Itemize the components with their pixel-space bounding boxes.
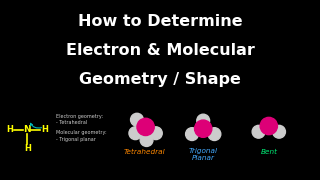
- Ellipse shape: [260, 117, 277, 135]
- Ellipse shape: [149, 127, 162, 140]
- Text: How to Determine: How to Determine: [78, 14, 242, 29]
- Ellipse shape: [208, 128, 221, 141]
- Text: Molecular geometry:
- Trigonal planar: Molecular geometry: - Trigonal planar: [56, 130, 107, 141]
- Text: Electron & Molecular: Electron & Molecular: [66, 43, 254, 58]
- Ellipse shape: [273, 125, 285, 138]
- Text: Tetrahedral: Tetrahedral: [124, 148, 165, 154]
- Ellipse shape: [131, 113, 143, 126]
- Text: H: H: [24, 144, 31, 153]
- Ellipse shape: [186, 128, 198, 141]
- Ellipse shape: [140, 134, 153, 147]
- Ellipse shape: [195, 120, 212, 137]
- Ellipse shape: [252, 125, 265, 138]
- Text: N: N: [23, 125, 31, 134]
- Ellipse shape: [197, 114, 210, 127]
- Text: H: H: [6, 125, 13, 134]
- Text: H: H: [41, 125, 48, 134]
- Ellipse shape: [129, 127, 142, 140]
- Text: Bent: Bent: [260, 148, 277, 154]
- FancyArrowPatch shape: [30, 123, 42, 128]
- Ellipse shape: [137, 118, 154, 136]
- Text: Trigonal
Planar: Trigonal Planar: [189, 148, 218, 161]
- Text: Electron geometry:
- Tetrahedral: Electron geometry: - Tetrahedral: [56, 114, 103, 125]
- Text: Geometry / Shape: Geometry / Shape: [79, 72, 241, 87]
